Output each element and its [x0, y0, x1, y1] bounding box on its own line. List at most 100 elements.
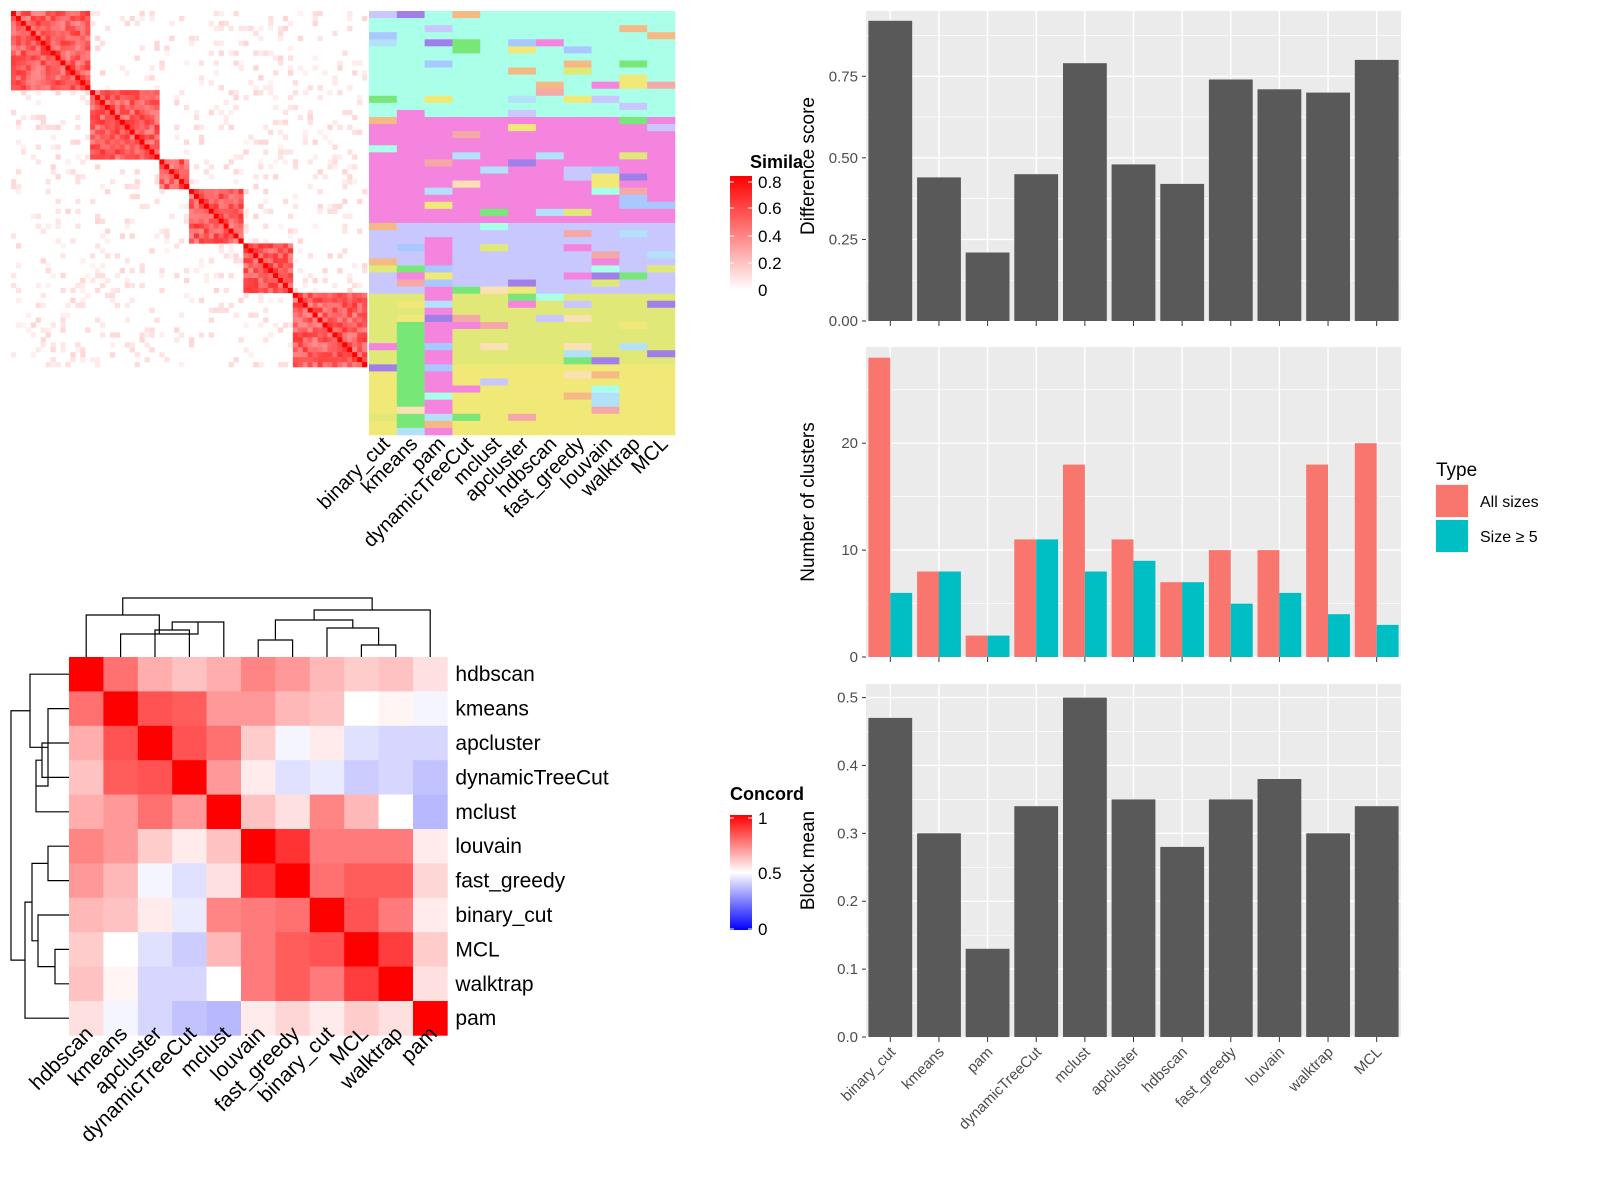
similarity-cell: [258, 297, 264, 304]
membership-cell: [369, 293, 398, 302]
similarity-cell: [337, 357, 343, 363]
similarity-cell: [55, 55, 61, 61]
similarity-cell: [332, 352, 338, 358]
similarity-cell: [263, 273, 269, 279]
similarity-cell: [302, 302, 308, 308]
membership-cell: [647, 251, 676, 259]
membership-cell: [452, 102, 481, 111]
similarity-cell: [189, 238, 195, 244]
similarity-cell: [139, 149, 145, 155]
similarity-cell: [337, 322, 343, 328]
similarity-cell: [20, 70, 27, 76]
similarity-cell: [332, 337, 338, 343]
similarity-cell: [228, 208, 234, 215]
concordance-cell: [309, 691, 345, 727]
similarity-cell: [302, 342, 308, 348]
similarity-cell: [287, 20, 294, 27]
similarity-cell: [100, 248, 106, 254]
membership-cell: [396, 208, 425, 217]
membership-cell: [508, 208, 537, 217]
membership-cell: [535, 102, 565, 111]
membership-cell: [452, 406, 481, 415]
membership-cell: [619, 413, 648, 422]
similarity-cell: [144, 119, 150, 126]
similarity-cell: [317, 322, 323, 328]
membership-cell: [591, 60, 620, 68]
membership-cell: [396, 413, 425, 422]
similarity-cell: [213, 273, 219, 279]
similarity-cell: [317, 317, 323, 323]
similarity-cell: [65, 362, 71, 368]
membership-cell: [424, 314, 453, 323]
similarity-legend-title: Simila: [750, 152, 804, 172]
bar: [1014, 174, 1059, 321]
similarity-cell: [104, 114, 111, 121]
similarity-cell: [203, 193, 210, 200]
membership-cell: [619, 109, 648, 118]
similarity-cell: [282, 278, 289, 284]
similarity-cell: [134, 149, 140, 155]
similarity-cell: [218, 302, 224, 308]
similarity-cell: [114, 302, 121, 308]
membership-cell: [424, 81, 453, 90]
similarity-cell: [312, 317, 318, 323]
similarity-cell: [40, 337, 46, 343]
similarity-cell: [317, 357, 323, 363]
similarity-cell: [322, 327, 328, 333]
membership-cell: [647, 371, 676, 379]
similarity-cell: [159, 352, 165, 358]
similarity-cell: [253, 287, 259, 294]
similarity-cell: [35, 80, 41, 86]
similarity-cell: [228, 302, 234, 308]
membership-cell: [424, 201, 453, 210]
similarity-cell: [119, 124, 126, 130]
membership-cell: [535, 95, 565, 104]
membership-cell: [591, 138, 620, 146]
similarity-cell: [40, 45, 46, 51]
similarity-cell: [292, 164, 299, 170]
similarity-cell: [268, 282, 274, 289]
legend-key-swatch: [1436, 520, 1468, 552]
membership-cell: [563, 53, 592, 61]
similarity-cell: [109, 114, 116, 121]
similarity-cell: [327, 332, 333, 338]
similarity-cell: [213, 307, 219, 313]
similarity-cell: [169, 164, 175, 170]
concordance-cell: [69, 863, 104, 899]
membership-cell: [535, 336, 565, 344]
similarity-cell: [149, 347, 155, 353]
similarity-cell: [337, 327, 343, 333]
similarity-cell: [134, 179, 140, 185]
similarity-cell: [352, 337, 358, 343]
similarity-cell: [233, 179, 239, 185]
similarity-cell: [50, 70, 56, 76]
similarity-cell: [60, 347, 66, 353]
membership-cell: [591, 371, 620, 379]
concordance-cell: [309, 966, 345, 1002]
similarity-cell: [263, 139, 269, 145]
similarity-cell: [124, 144, 130, 150]
similarity-cell: [75, 25, 81, 32]
similarity-cell: [268, 90, 274, 96]
similarity-cell: [263, 208, 269, 215]
similarity-cell: [282, 362, 289, 368]
similarity-cell: [85, 75, 91, 81]
similarity-cell: [139, 100, 145, 106]
similarity-cell: [129, 233, 135, 239]
similarity-cell: [263, 238, 269, 244]
similarity-cell: [104, 189, 111, 195]
similarity-cell: [70, 352, 76, 358]
similarity-cell: [70, 297, 76, 304]
similarity-cell: [278, 258, 284, 264]
similarity-cell: [129, 134, 135, 140]
similarity-cell: [223, 228, 229, 234]
similarity-cell: [273, 322, 279, 328]
similarity-cell: [90, 109, 96, 116]
similarity-cell: [114, 109, 121, 116]
similarity-legend: Simila 0.80.60.40.20: [730, 152, 804, 300]
similarity-cell: [332, 144, 338, 150]
membership-cell: [508, 166, 537, 174]
similarity-cell: [282, 322, 289, 328]
similarity-cell: [268, 268, 274, 274]
